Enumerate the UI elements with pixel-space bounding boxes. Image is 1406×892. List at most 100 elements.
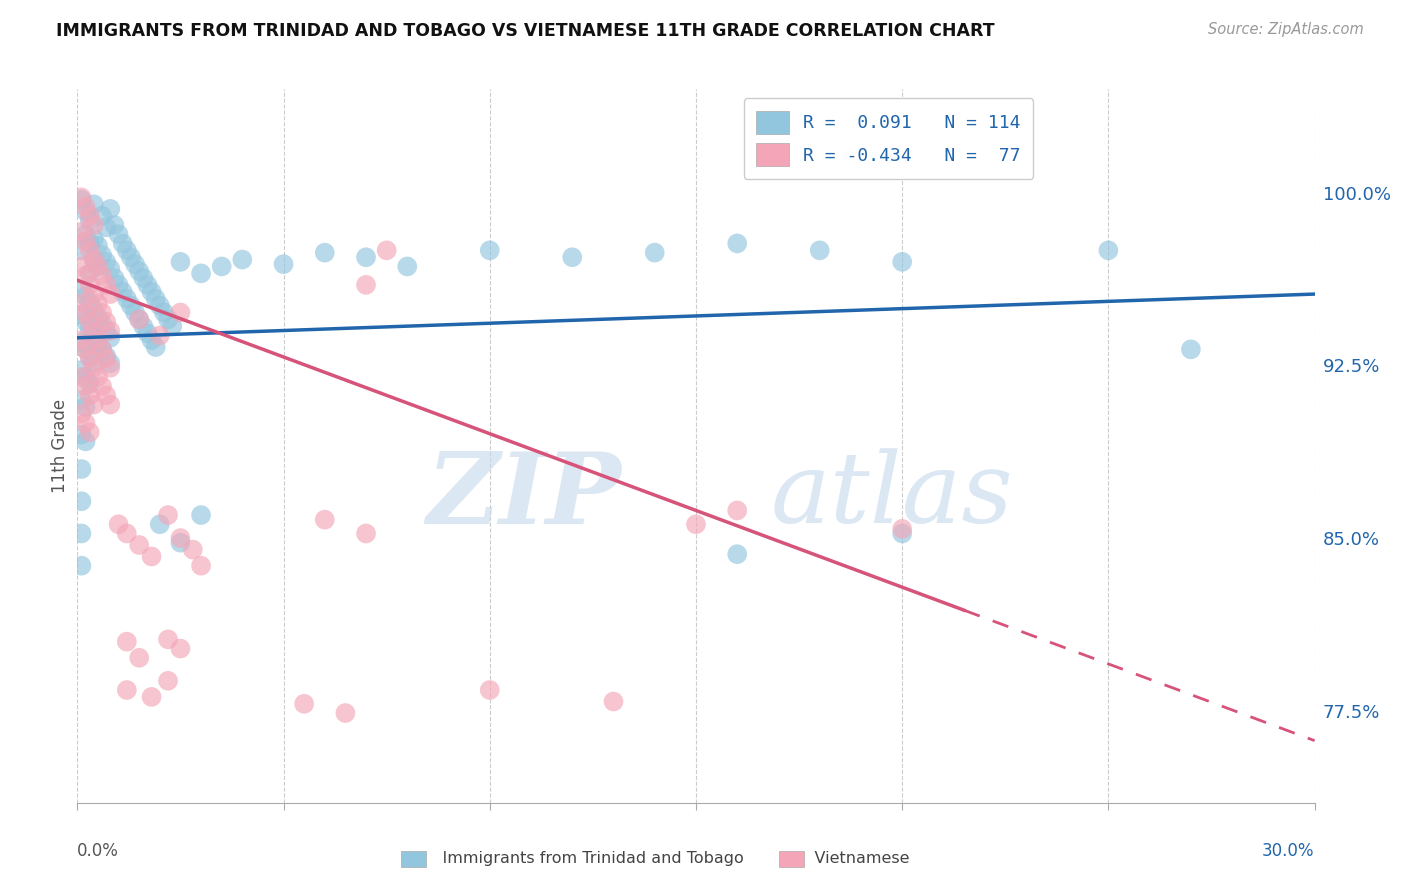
Text: 30.0%: 30.0% — [1263, 842, 1315, 860]
Point — [75, 416, 97, 430]
Point — [75, 379, 97, 393]
Point — [157, 312, 180, 326]
Point — [169, 641, 191, 656]
Point — [91, 343, 114, 357]
Point — [136, 326, 159, 341]
Point — [70, 308, 93, 322]
Point — [75, 227, 97, 242]
Point — [169, 531, 191, 545]
Point — [87, 296, 110, 310]
Point — [75, 400, 97, 414]
Text: Source: ZipAtlas.com: Source: ZipAtlas.com — [1208, 22, 1364, 37]
Point — [478, 683, 501, 698]
Point — [70, 462, 93, 476]
Point — [169, 535, 191, 549]
Point — [292, 697, 315, 711]
Legend: R =  0.091   N = 114, R = -0.434   N =  77: R = 0.091 N = 114, R = -0.434 N = 77 — [744, 98, 1033, 179]
Point — [75, 305, 97, 319]
Point — [70, 283, 93, 297]
Text: Vietnamese: Vietnamese — [794, 851, 910, 865]
Point — [70, 427, 93, 442]
Point — [79, 388, 101, 402]
Point — [98, 287, 121, 301]
Point — [96, 220, 118, 235]
Text: atlas: atlas — [770, 449, 1012, 543]
Point — [98, 324, 121, 338]
Point — [70, 333, 93, 347]
Point — [70, 526, 93, 541]
Point — [83, 398, 105, 412]
Point — [87, 260, 110, 274]
Point — [98, 202, 121, 216]
Point — [79, 209, 101, 223]
Point — [157, 673, 180, 688]
Point — [91, 305, 114, 319]
Point — [91, 248, 114, 262]
Point — [891, 255, 914, 269]
Point — [115, 634, 138, 648]
Point — [79, 236, 101, 251]
Point — [98, 356, 121, 370]
Point — [75, 200, 97, 214]
Text: 0.0%: 0.0% — [77, 842, 120, 860]
Text: ZIP: ZIP — [427, 448, 621, 544]
Point — [70, 260, 93, 274]
Point — [891, 522, 914, 536]
Point — [160, 319, 183, 334]
Point — [70, 407, 93, 421]
Point — [75, 370, 97, 384]
Point — [396, 260, 419, 274]
Point — [478, 244, 501, 258]
Point — [75, 315, 97, 329]
Point — [132, 319, 155, 334]
Point — [83, 252, 105, 267]
Point — [87, 333, 110, 347]
Point — [169, 255, 191, 269]
Point — [83, 356, 105, 370]
Point — [87, 370, 110, 384]
Point — [79, 376, 101, 391]
Point — [111, 236, 134, 251]
Point — [96, 324, 118, 338]
Point — [70, 190, 93, 204]
Point — [181, 542, 204, 557]
Point — [157, 632, 180, 647]
Point — [70, 392, 93, 407]
Point — [115, 683, 138, 698]
Point — [91, 268, 114, 283]
Point — [231, 252, 253, 267]
Point — [120, 250, 142, 264]
Point — [273, 257, 295, 271]
Point — [354, 277, 377, 292]
Point — [96, 277, 118, 292]
Point — [190, 266, 212, 280]
Point — [145, 292, 167, 306]
Point — [75, 343, 97, 357]
Point — [103, 271, 125, 285]
Point — [561, 250, 583, 264]
Point — [79, 277, 101, 292]
Point — [96, 315, 118, 329]
Point — [96, 388, 118, 402]
Point — [91, 317, 114, 331]
Point — [685, 517, 707, 532]
Point — [70, 370, 93, 384]
Point — [70, 193, 93, 207]
Point — [87, 335, 110, 350]
Point — [79, 349, 101, 363]
Point — [83, 197, 105, 211]
Point — [141, 690, 163, 704]
Point — [75, 434, 97, 449]
Point — [115, 526, 138, 541]
Point — [725, 547, 748, 561]
Point — [141, 285, 163, 299]
Point — [91, 343, 114, 357]
Point — [83, 324, 105, 338]
Point — [83, 232, 105, 246]
Point — [314, 513, 336, 527]
Point — [120, 299, 142, 313]
Point — [190, 558, 212, 573]
Point — [128, 650, 150, 665]
Point — [79, 244, 101, 258]
Point — [128, 312, 150, 326]
